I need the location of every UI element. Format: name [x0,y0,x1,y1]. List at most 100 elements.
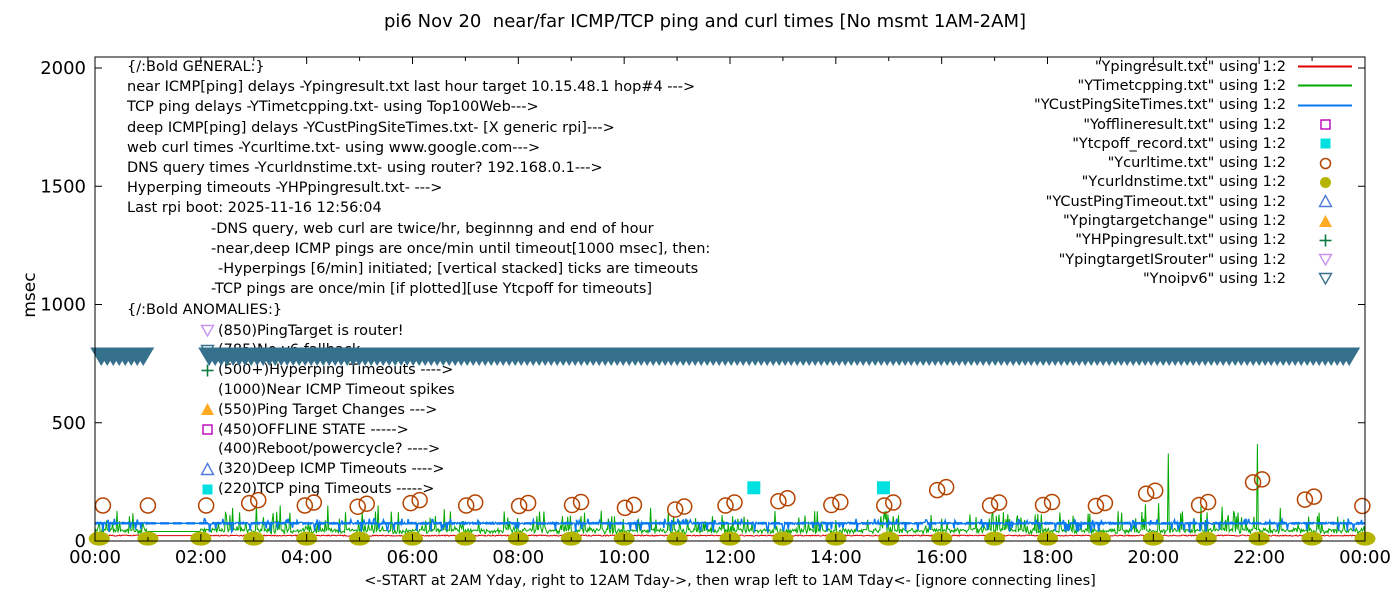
legend-item: "Ytcpoff_record.txt" using 1:2 [1034,134,1354,153]
circle-filled-icon [1319,176,1331,188]
circle-open-icon [1319,157,1331,169]
line-sample-icon [1298,104,1352,107]
general-annotation-line: Last rpi boot: 2025-11-16 12:56:04 [127,200,382,217]
x-axis-label: <-START at 2AM Yday, right to 12AM Tday-… [364,573,1096,589]
anomaly-marker [200,402,215,417]
series-points-square-filled [747,481,890,495]
anomaly-marker [200,383,215,398]
anomaly-item: (550)Ping Target Changes ---> [127,400,455,420]
legend-item: "YCustPingSiteTimes.txt" using 1:2 [1034,96,1354,115]
legend-sample [1296,117,1354,132]
anomaly-marker [200,461,215,477]
series-line-0 [94,534,1366,537]
triangle-up-open-icon [200,461,215,475]
y-tick-label: 1000 [40,295,86,316]
legend-sample [1296,271,1354,286]
legend-item: "Ypingtargetchange" using 1:2 [1034,211,1354,230]
legend-item: "YTimetcpping.txt" using 1:2 [1034,76,1354,95]
series-line-2 [94,516,1366,534]
anomaly-marker [200,482,215,497]
legend-label: "YpingtargetISrouter" using 1:2 [1058,251,1286,268]
chart-title: pi6 Nov 20 near/far ICMP/TCP ping and cu… [384,11,1026,32]
legend-sample [1296,233,1354,248]
general-annotation-line: web curl times -Ycurltime.txt- using www… [127,139,541,156]
legend: "Ypingresult.txt" using 1:2 "YTimetcpping… [1034,57,1354,289]
triangle-down-open-icon [1317,253,1333,267]
y-tick-label: 2000 [40,58,86,79]
square-filled-icon [1320,138,1330,149]
anomaly-item: (320)Deep ICMP Timeouts ----> [127,459,455,479]
series-points-circle-filled [88,531,1376,546]
legend-label: "Ycurltime.txt" using 1:2 [1107,155,1286,172]
general-annotation-line: -near,deep ICMP pings are once/min until… [211,240,711,257]
legend-sample [1296,252,1354,267]
legend-label: "Ypingtargetchange" using 1:2 [1063,213,1286,230]
x-tick-label: 00:00 [1339,547,1391,568]
x-tick-label: 18:00 [1022,547,1074,568]
y-tick-label: 0 [75,531,86,552]
anomaly-marker [200,323,215,338]
legend-item: "Ynoipv6" using 1:2 [1034,269,1354,288]
triangle-down-open-icon [200,324,215,338]
x-tick-label: 16:00 [916,547,968,568]
triangle-up-filled-icon [1318,214,1332,227]
anomaly-label: (450)OFFLINE STATE -----> [218,421,409,438]
x-tick-label: 10:00 [598,547,650,568]
anomaly-item: (785)No v6 fallback [127,341,455,361]
anomaly-item: (850)PingTarget is router! [127,321,455,341]
legend-sample [1296,194,1354,209]
triangle-down-open-icon [200,344,215,358]
square-open-icon [1319,119,1331,130]
anomaly-item: (500+)Hyperping Timeouts ----> [127,360,455,380]
legend-sample [1296,98,1354,113]
general-annotation-line: -TCP pings are once/min [if plotted][use… [211,281,653,298]
legend-item: "Ycurldnstime.txt" using 1:2 [1034,173,1354,192]
anomaly-marker [200,363,215,378]
legend-item: "Ypingresult.txt" using 1:2 [1034,57,1354,76]
anomalies-annotation-block: {/:Bold ANOMALIES:} (850)PingTarget is ro… [127,301,455,499]
general-annotation-line: near ICMP[ping] delays -Ypingresult.txt … [127,79,696,96]
y-axis-label: msec [20,272,40,318]
legend-label: "YHPpingresult.txt" using 1:2 [1075,232,1286,249]
anomaly-marker [200,422,215,437]
general-annotation-block: {/:Bold GENERAL:} near ICMP[ping] delays … [127,57,710,299]
x-tick-label: 08:00 [492,547,544,568]
x-tick-label: 04:00 [281,547,333,568]
general-annotation-line: {/:Bold GENERAL:} [127,59,265,75]
legend-item: "Yofflineresult.txt" using 1:2 [1034,115,1354,134]
legend-item: "YHPpingresult.txt" using 1:2 [1034,231,1354,250]
square-open-icon [202,424,213,435]
line-sample-icon [1298,65,1352,68]
x-tick-label: 12:00 [704,547,756,568]
x-tick-label: 00:00 [69,547,121,568]
anomaly-label: (400)Reboot/powercycle? ----> [218,441,441,458]
anomaly-marker [200,343,215,358]
square-filled-icon [202,484,213,495]
general-annotation-line: Hyperping timeouts -YHPpingresult.txt- -… [127,180,443,197]
triangle-down-open-icon [1317,273,1333,286]
legend-sample [1296,214,1354,229]
legend-sample [1296,156,1354,171]
x-tick-label: 20:00 [1127,547,1179,568]
legend-label: "Ycurldnstime.txt" using 1:2 [1081,174,1286,191]
anomaly-item: (450)OFFLINE STATE -----> [127,420,455,440]
legend-label: "Ynoipv6" using 1:2 [1142,270,1286,287]
triangle-up-filled-icon [201,403,214,416]
legend-label: "Ypingresult.txt" using 1:2 [1094,58,1286,75]
anomaly-item: (1000)Near ICMP Timeout spikes [127,380,455,400]
legend-item: "YpingtargetISrouter" using 1:2 [1034,250,1354,269]
legend-label: "Yofflineresult.txt" using 1:2 [1083,116,1286,133]
general-annotation-line: TCP ping delays -YTimetcpping.txt- using… [127,99,539,116]
line-sample-icon [1298,84,1352,87]
general-annotation-line: deep ICMP[ping] delays -YCustPingSiteTim… [127,119,615,136]
x-tick-label: 06:00 [387,547,439,568]
legend-sample [1296,175,1354,190]
triangle-up-open-icon [1317,194,1333,208]
legend-item: "Ycurltime.txt" using 1:2 [1034,153,1354,172]
general-annotation-line: -Hyperpings [6/min] initiated; [vertical… [218,260,699,277]
legend-label: "YTimetcpping.txt" using 1:2 [1077,77,1286,94]
legend-sample [1296,78,1354,93]
anomaly-label: (850)PingTarget is router! [218,322,404,339]
plus-icon [1319,234,1331,247]
